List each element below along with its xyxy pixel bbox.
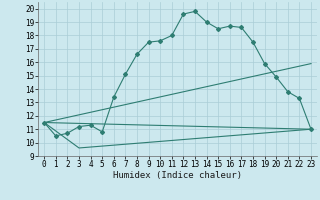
X-axis label: Humidex (Indice chaleur): Humidex (Indice chaleur) (113, 171, 242, 180)
